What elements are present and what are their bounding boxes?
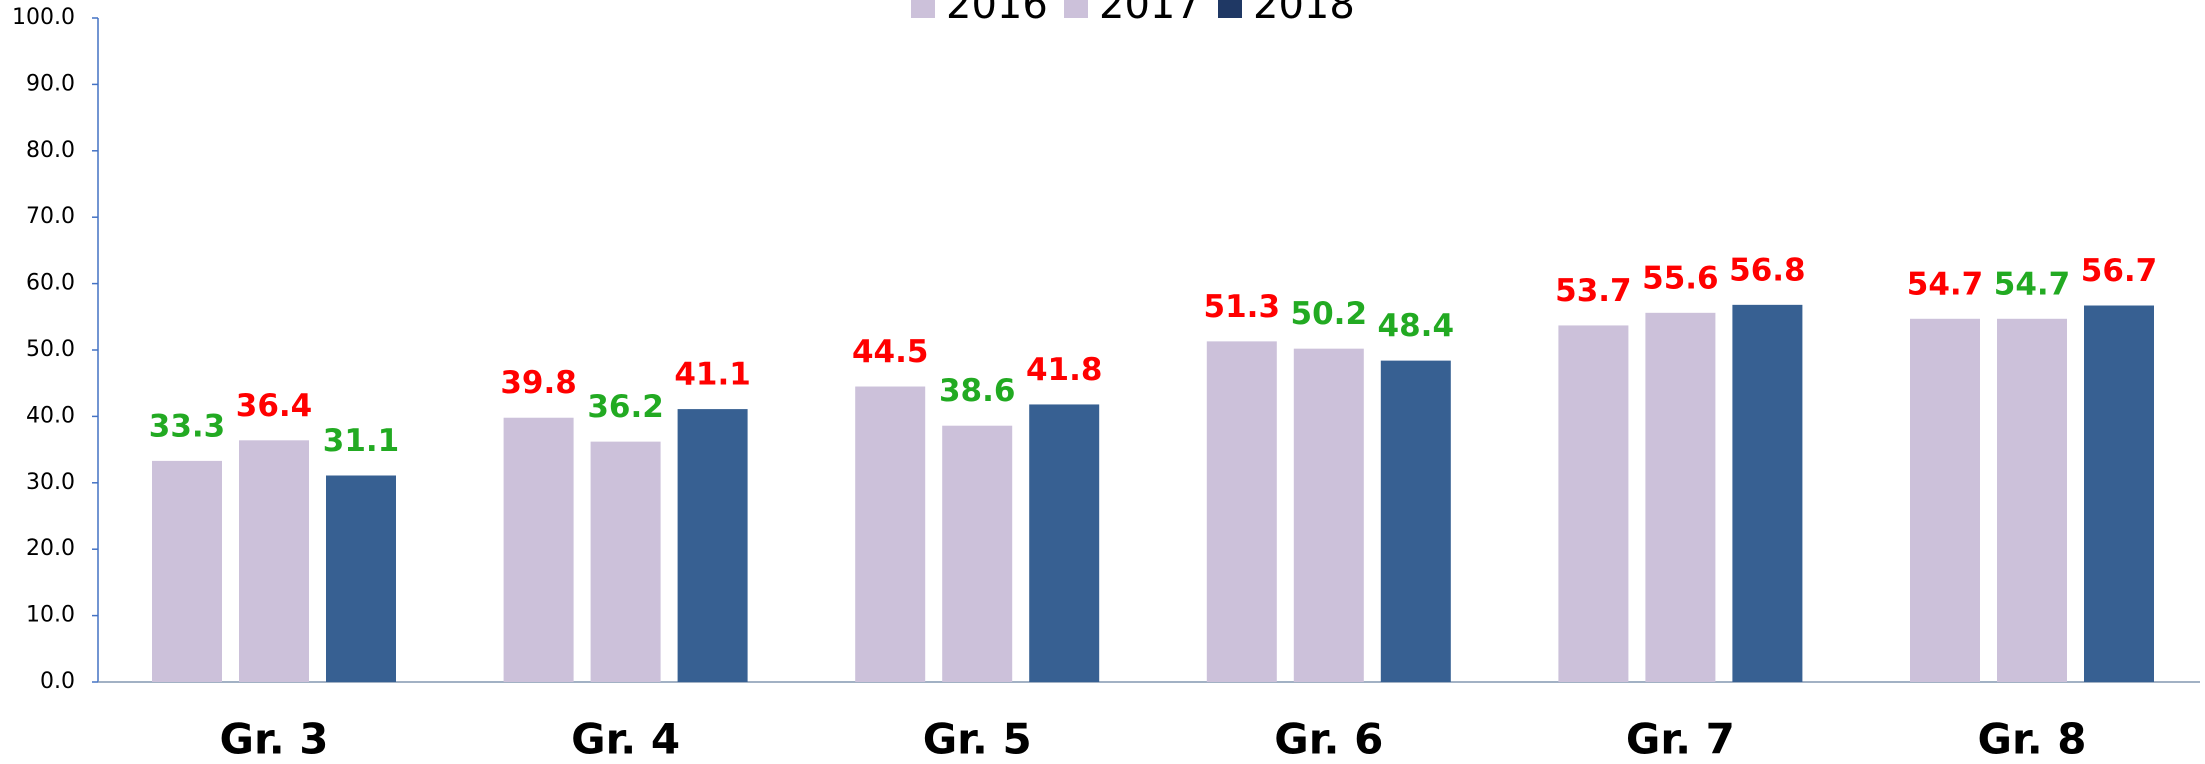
y-tick-label: 60.0 — [26, 271, 75, 296]
legend-label: 2016 — [946, 0, 1048, 28]
bar — [677, 409, 748, 682]
y-tick-label: 30.0 — [26, 470, 75, 495]
x-tick-label: Gr. 4 — [571, 715, 680, 764]
bar — [239, 440, 309, 682]
legend-label: 2018 — [1253, 0, 1355, 28]
bar — [855, 386, 926, 682]
bar — [1997, 318, 2067, 682]
x-tick-label: Gr. 6 — [1274, 715, 1383, 764]
y-tick-label: 50.0 — [26, 337, 75, 362]
data-label: 41.8 — [1026, 352, 1103, 388]
bar — [1029, 404, 1100, 682]
data-label: 31.1 — [323, 423, 400, 459]
x-tick-label: Gr. 7 — [1626, 715, 1735, 764]
data-label: 38.6 — [939, 373, 1016, 409]
x-tick-label: Gr. 3 — [220, 715, 329, 764]
data-label: 44.5 — [852, 334, 929, 370]
y-tick-label: 20.0 — [26, 536, 75, 561]
legend-swatch — [1064, 0, 1088, 18]
y-tick-label: 70.0 — [26, 204, 75, 229]
data-label: 54.7 — [1907, 266, 1984, 302]
bar — [1645, 312, 1716, 682]
data-label: 33.3 — [149, 408, 226, 444]
data-label: 41.1 — [674, 357, 751, 393]
data-label: 55.6 — [1642, 260, 1719, 296]
bar — [1206, 341, 1277, 682]
y-tick-label: 40.0 — [26, 403, 75, 428]
bar — [590, 441, 661, 682]
bar — [1293, 348, 1364, 682]
y-tick-label: 80.0 — [26, 138, 75, 163]
data-label: 53.7 — [1555, 273, 1632, 309]
y-tick-label: 100.0 — [12, 5, 75, 30]
data-label: 36.2 — [587, 389, 664, 425]
data-label: 50.2 — [1291, 296, 1368, 332]
data-label: 39.8 — [500, 365, 577, 401]
bar — [2084, 305, 2154, 682]
bar — [503, 417, 574, 682]
y-tick-label: 0.0 — [40, 669, 75, 694]
y-tick-label: 90.0 — [26, 71, 75, 96]
bar — [1910, 318, 1980, 682]
legend-swatch — [1218, 0, 1242, 18]
y-tick-label: 10.0 — [26, 603, 75, 628]
x-tick-label: Gr. 8 — [1978, 715, 2087, 764]
bar — [326, 475, 396, 682]
data-label: 56.7 — [2081, 253, 2158, 289]
bar — [152, 460, 222, 682]
legend-swatch — [911, 0, 935, 18]
bar — [1732, 304, 1803, 682]
data-label: 56.8 — [1729, 252, 1806, 288]
bar — [1380, 360, 1451, 682]
bar — [1558, 325, 1629, 682]
data-label: 54.7 — [1994, 266, 2071, 302]
data-label: 36.4 — [236, 388, 313, 424]
data-label: 48.4 — [1378, 308, 1455, 344]
x-tick-label: Gr. 5 — [923, 715, 1032, 764]
bar — [942, 425, 1013, 682]
data-label: 51.3 — [1204, 289, 1281, 325]
legend-label: 2017 — [1099, 0, 1201, 28]
